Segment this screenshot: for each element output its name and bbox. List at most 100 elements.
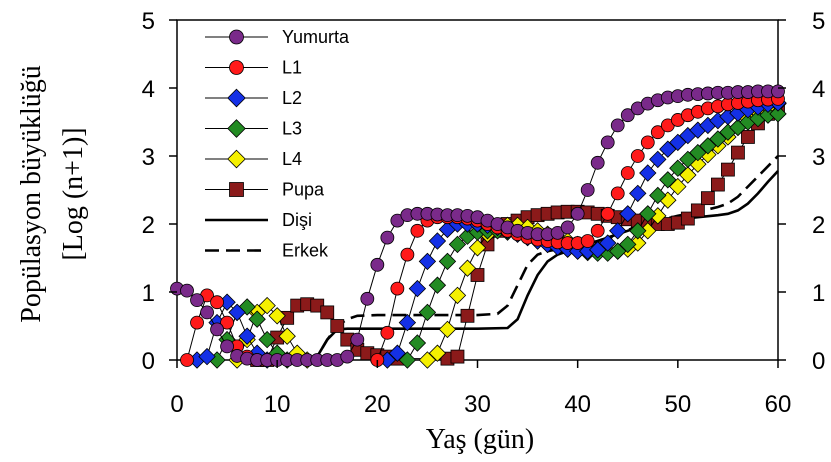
data-point	[228, 303, 246, 322]
legend-label: L4	[282, 149, 302, 169]
data-point	[350, 332, 365, 347]
data-point	[659, 171, 677, 189]
y-axis-title-line1: Popülasyon büyüklüğü	[16, 65, 47, 322]
data-point	[458, 259, 477, 277]
data-point	[690, 203, 705, 218]
legend-item-dişi: Dişi	[205, 210, 312, 230]
y-right-tick-label: 5	[812, 8, 825, 35]
data-point	[268, 307, 286, 325]
data-point	[408, 279, 427, 298]
data-point	[460, 308, 475, 323]
data-point	[629, 184, 647, 203]
data-point	[400, 247, 415, 262]
data-point	[370, 257, 385, 272]
data-point	[580, 183, 595, 197]
data-point	[360, 291, 375, 306]
data-point	[669, 133, 687, 152]
series-l2	[188, 94, 787, 369]
legend-item-erkek: Erkek	[205, 241, 329, 261]
data-point	[669, 159, 687, 177]
data-point	[609, 222, 627, 240]
data-point	[669, 177, 687, 196]
data-point	[248, 310, 266, 328]
data-point	[380, 325, 395, 340]
data-point	[380, 230, 395, 245]
data-point	[600, 135, 615, 150]
data-point	[340, 349, 355, 364]
legend-label: Dişi	[282, 210, 312, 230]
x-tick-label: 30	[464, 391, 491, 418]
data-point	[180, 353, 194, 367]
data-point	[408, 334, 427, 352]
data-point	[438, 320, 457, 339]
data-point	[630, 149, 645, 163]
data-point	[560, 220, 575, 235]
legend-marker	[227, 149, 246, 169]
legend-marker	[227, 88, 246, 108]
data-point	[418, 351, 437, 369]
y-right-tick-label: 3	[812, 144, 825, 171]
data-point	[470, 268, 485, 282]
y-right-tick-label: 4	[812, 76, 825, 103]
data-point	[390, 281, 405, 296]
y-tick-label: 2	[142, 212, 155, 239]
data-point	[689, 143, 707, 162]
data-point	[220, 339, 234, 354]
data-point	[258, 330, 276, 349]
data-point	[711, 177, 725, 192]
data-point	[619, 205, 637, 223]
legend-label: L3	[282, 119, 302, 139]
data-point	[418, 303, 437, 322]
data-point	[590, 155, 605, 170]
data-point	[258, 296, 276, 315]
y-tick-label: 4	[142, 76, 155, 103]
x-tick-label: 60	[765, 391, 792, 418]
x-tick-label: 0	[170, 391, 183, 418]
y-right-tick-label: 1	[812, 280, 825, 307]
series-yumurta	[170, 84, 785, 367]
legend-label: Yumurta	[282, 27, 350, 47]
data-point	[619, 235, 637, 254]
curves-layer	[170, 84, 787, 369]
data-point	[620, 166, 635, 180]
data-point	[590, 223, 605, 238]
data-point	[398, 313, 417, 332]
data-point	[418, 252, 437, 271]
data-point	[428, 232, 447, 250]
data-point	[610, 118, 625, 133]
data-point	[610, 186, 625, 201]
legend-item-yumurta: Yumurta	[205, 27, 350, 47]
data-point	[410, 223, 425, 238]
y-right-tick-label: 2	[812, 212, 825, 239]
legend-item-pupa: Pupa	[205, 180, 325, 200]
data-point	[589, 241, 607, 259]
data-point	[428, 276, 447, 294]
data-point	[679, 150, 697, 169]
y-tick-label: 1	[142, 280, 155, 307]
legend-label: Pupa	[282, 180, 325, 200]
data-point	[210, 295, 224, 310]
data-point	[320, 305, 335, 320]
data-point	[639, 205, 657, 223]
data-point	[448, 235, 467, 254]
data-point	[649, 150, 667, 169]
y-axis-title-line2: [Log (n+1)]	[58, 127, 89, 260]
data-point	[599, 234, 617, 252]
legend-item-l1: L1	[205, 58, 302, 78]
data-point	[220, 315, 234, 330]
legend-item-l3: L3	[205, 119, 302, 139]
data-point	[210, 322, 224, 337]
data-point	[700, 191, 715, 206]
legend-label: L2	[282, 88, 302, 108]
legend-item-l2: L2	[205, 88, 302, 108]
data-point	[609, 242, 627, 260]
data-point	[650, 125, 665, 140]
y-right-tick-label: 0	[812, 348, 825, 375]
data-point	[699, 137, 717, 155]
legend-marker	[229, 29, 244, 45]
legend-label: Erkek	[282, 241, 329, 261]
data-point	[468, 239, 487, 257]
data-point	[438, 252, 457, 271]
data-point	[278, 327, 296, 345]
data-point	[198, 347, 216, 366]
